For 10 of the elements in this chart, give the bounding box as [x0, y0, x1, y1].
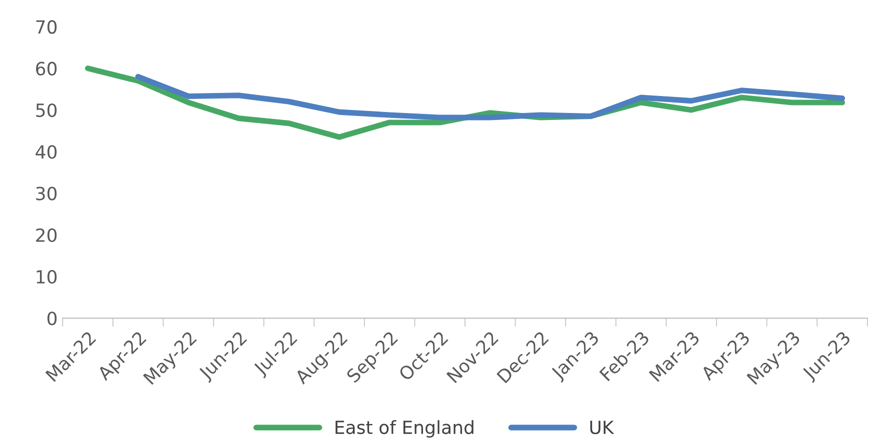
y-tick-label: 10 — [36, 270, 57, 284]
y-tick-label: 20 — [36, 228, 57, 242]
legend-label: East of England — [336, 420, 474, 438]
y-tick-label: 60 — [36, 62, 57, 76]
legend-label: UK — [590, 420, 614, 434]
y-tick-label: 50 — [36, 103, 57, 118]
y-tick-label: 0 — [47, 312, 57, 326]
y-tick-label: 40 — [36, 145, 57, 159]
y-tick-label: 30 — [36, 186, 57, 200]
y-tick-label: 70 — [36, 20, 57, 34]
